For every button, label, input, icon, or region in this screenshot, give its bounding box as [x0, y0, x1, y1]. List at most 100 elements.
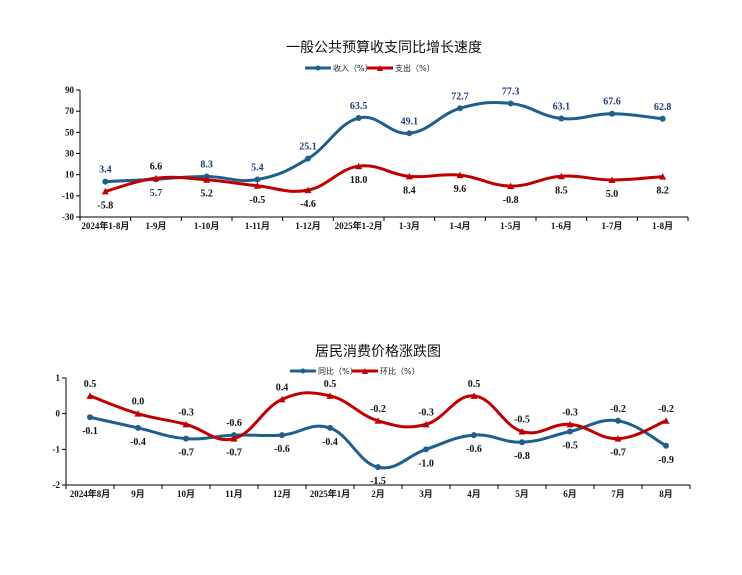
x-tick-label: 1-11月 — [245, 221, 270, 231]
data-point — [422, 420, 430, 428]
data-point — [659, 173, 667, 180]
data-label: -0.8 — [514, 451, 530, 462]
data-point — [152, 174, 160, 182]
data-point — [326, 392, 334, 399]
data-label: 0.5 — [84, 379, 97, 390]
data-point — [375, 464, 381, 471]
legend-marker — [315, 65, 321, 71]
data-point — [86, 392, 94, 399]
data-point — [231, 432, 237, 439]
data-label: -0.6 — [226, 418, 242, 429]
y-tick-label: 1 — [56, 373, 61, 383]
data-label: -1.0 — [418, 458, 434, 469]
x-tick-label: 2024年8月 — [70, 488, 111, 499]
data-label: -0.7 — [226, 448, 242, 459]
data-label: 6.6 — [150, 161, 163, 172]
data-label: 8.2 — [656, 186, 669, 197]
data-label: 9.6 — [454, 184, 467, 195]
chart-title: 居民消费价格涨跌图 — [315, 344, 441, 360]
data-label: -0.7 — [610, 448, 626, 459]
data-label: 77.3 — [502, 86, 520, 97]
data-label: -0.8 — [503, 195, 519, 206]
x-tick-label: 6月 — [563, 489, 577, 499]
data-label: 8.4 — [403, 185, 416, 196]
data-label: -0.2 — [658, 404, 674, 415]
y-tick-label: -30 — [62, 212, 74, 222]
data-label: 72.7 — [451, 91, 469, 102]
x-tick-label: 9月 — [131, 489, 145, 499]
data-point — [101, 187, 109, 195]
legend-marker — [300, 368, 306, 374]
data-point — [659, 115, 666, 122]
data-label: 63.5 — [350, 101, 368, 112]
data-label: -0.9 — [658, 455, 674, 466]
data-label: 5.2 — [200, 189, 213, 200]
data-point — [519, 439, 525, 446]
data-point — [182, 420, 190, 428]
data-point — [406, 130, 413, 137]
data-point — [355, 162, 363, 170]
data-point — [183, 435, 189, 442]
data-label: -0.5 — [562, 441, 578, 452]
data-point — [615, 417, 621, 424]
data-label: -0.3 — [178, 407, 194, 418]
data-point — [567, 428, 573, 435]
data-point — [557, 172, 565, 180]
data-label: -4.6 — [300, 199, 316, 210]
data-label: -0.3 — [418, 407, 434, 418]
x-tick-label: 1-10月 — [194, 221, 220, 231]
y-tick-label: 70 — [65, 106, 75, 116]
x-tick-label: 8月 — [659, 489, 673, 499]
data-point — [355, 115, 362, 122]
x-tick-label: 2025年1-2月 — [335, 220, 383, 231]
data-label: -0.5 — [249, 195, 265, 206]
data-point — [609, 110, 615, 117]
x-tick-label: 1-3月 — [399, 221, 420, 231]
data-label: 5.7 — [150, 188, 163, 199]
x-tick-label: 11月 — [225, 489, 243, 499]
data-label: 8.3 — [200, 159, 213, 170]
data-point — [457, 105, 463, 112]
x-tick-label: 2025年1月 — [310, 488, 351, 499]
data-label: 5.0 — [606, 189, 619, 200]
data-label: -0.6 — [274, 444, 290, 455]
data-point — [374, 417, 382, 424]
x-tick-label: 10月 — [177, 489, 195, 499]
data-label: 0.5 — [324, 379, 337, 390]
x-tick-label: 1-8月 — [652, 221, 673, 231]
x-tick-label: 2024年1-8月 — [81, 220, 129, 231]
data-label: 0.4 — [276, 382, 289, 393]
data-label: 5.4 — [251, 163, 264, 174]
data-point — [254, 176, 261, 183]
data-label: -0.3 — [562, 407, 578, 418]
legend-marker — [362, 368, 368, 374]
data-point — [663, 442, 669, 449]
data-point — [327, 424, 333, 431]
x-tick-label: 12月 — [273, 489, 291, 499]
data-point — [102, 178, 109, 185]
data-point — [405, 172, 413, 180]
y-tick-label: -1 — [53, 444, 61, 454]
data-label: -0.6 — [466, 444, 482, 455]
data-label: 49.1 — [401, 116, 419, 127]
legend-label: 支出（%） — [395, 63, 435, 73]
data-point — [507, 100, 514, 107]
y-tick-label: 30 — [65, 149, 75, 159]
series-line — [104, 164, 663, 193]
x-tick-label: 5月 — [515, 489, 529, 499]
data-point — [507, 182, 515, 190]
data-label: 63.1 — [553, 101, 571, 112]
data-point — [518, 428, 526, 435]
x-tick-label: 7月 — [611, 489, 625, 499]
series-line — [89, 391, 667, 442]
legend-label: 环比（%） — [380, 366, 420, 376]
x-tick-label: 1-4月 — [450, 221, 471, 231]
data-label: -0.7 — [178, 448, 194, 459]
data-point — [470, 392, 478, 399]
data-point — [135, 424, 141, 431]
data-point — [87, 414, 93, 421]
data-point — [305, 155, 311, 162]
data-point — [134, 410, 142, 417]
